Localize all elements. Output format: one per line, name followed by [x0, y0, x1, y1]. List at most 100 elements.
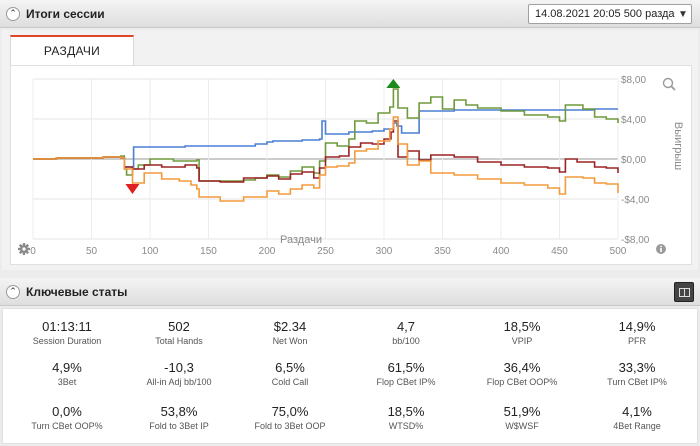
stat-label: Turn CBet IP% [607, 377, 667, 387]
key-stats-title: Ключевые статы [26, 284, 128, 299]
stat-value: 6,5% [275, 360, 305, 375]
stat-item: 36,4% Flop CBet OOP% [467, 360, 577, 387]
series-line-1 [33, 88, 619, 182]
session-summary-title: Итоги сессии [26, 6, 105, 21]
stat-item: 4,1% 4Bet Range [582, 404, 692, 431]
stat-item: 18,5% WTSD% [351, 404, 461, 431]
stat-value: 18,5% [387, 404, 425, 419]
stat-label: W$WSF [505, 421, 539, 431]
y-axis-label: Выигрыш [672, 122, 684, 170]
stat-item: 51,9% W$WSF [467, 404, 577, 431]
x-tick-label: 300 [376, 246, 393, 257]
stat-value: 75,0% [271, 404, 309, 419]
key-stats-panel: 01:13:11 Session Duration 502 Total Hands $2… [2, 308, 698, 444]
stat-label: All-in Adj bb/100 [146, 377, 212, 387]
grid-layout-icon [678, 287, 690, 297]
chart-series [33, 88, 619, 202]
stat-value: 01:13:11 [42, 319, 92, 334]
stat-value: 33,3% [618, 360, 656, 375]
stat-value: $2.34 [273, 319, 307, 334]
stat-item: 6,5% Cold Call [235, 360, 345, 387]
stat-value: 4,1% [622, 404, 652, 419]
stat-label: Cold Call [271, 377, 309, 387]
stat-item: 33,3% Turn CBet IP% [582, 360, 692, 387]
x-tick-label: 200 [259, 246, 276, 257]
stat-label: WTSD% [388, 421, 424, 431]
stat-label: PFR [628, 336, 646, 346]
series-line-2 [33, 120, 619, 183]
stat-value: 14,9% [618, 319, 656, 334]
x-tick-label: 100 [142, 246, 159, 257]
stat-value: 36,4% [503, 360, 541, 375]
y-tick-label: $0,00 [621, 155, 646, 166]
stat-label: Fold to 3Bet IP [149, 421, 209, 431]
y-tick-label: $4,00 [621, 115, 646, 126]
stat-value: 53,8% [160, 404, 198, 419]
max-marker-icon [386, 79, 401, 88]
key-stats-header: ⌃ Ключевые статы [0, 278, 700, 306]
stat-item: 0,0% Turn CBet OOP% [12, 404, 122, 431]
stat-item: 18,5% VPIP [467, 319, 577, 346]
y-tick-label: $8,00 [621, 75, 646, 86]
stat-label: 3Bet [57, 377, 77, 387]
stat-item: -10,3 All-in Adj bb/100 [124, 360, 234, 387]
tab-hands[interactable]: РАЗДАЧИ [10, 35, 134, 65]
winnings-chart: 0 50 100 150 200 250 300 350 400 450 500 $8,00 $4,00… [10, 65, 692, 265]
stat-item: 4,9% 3Bet [12, 360, 122, 387]
stat-label: Flop CBet IP% [376, 377, 436, 387]
stat-item: 75,0% Fold to 3Bet OOP [235, 404, 345, 431]
x-tick-label: 0 [30, 246, 36, 257]
stat-label: Total Hands [155, 336, 203, 346]
stat-label: Flop CBet OOP% [486, 377, 558, 387]
gear-icon[interactable] [18, 243, 30, 255]
x-tick-label: 450 [551, 246, 568, 257]
stat-value: 0,0% [52, 404, 82, 419]
stat-value: 502 [168, 319, 190, 334]
x-tick-label: 500 [610, 246, 627, 257]
stat-value: 61,5% [387, 360, 425, 375]
info-icon[interactable] [656, 244, 666, 254]
session-summary-header: ⌃ Итоги сессии 14.08.2021 20:05 500 разд… [0, 0, 700, 28]
stat-label: Turn CBet OOP% [31, 421, 103, 431]
stat-item: 53,8% Fold to 3Bet IP [124, 404, 234, 431]
stat-item: 61,5% Flop CBet IP% [351, 360, 461, 387]
x-tick-label: 250 [317, 246, 334, 257]
x-axis-label: Раздачи [280, 234, 322, 246]
stat-item: 14,9% PFR [582, 319, 692, 346]
x-tick-label: 400 [493, 246, 510, 257]
x-tick-label: 350 [434, 246, 451, 257]
stat-label: Session Duration [32, 336, 102, 346]
stat-label: bb/100 [392, 336, 420, 346]
grid-layout-button[interactable] [674, 282, 694, 302]
stat-value: 4,9% [52, 360, 82, 375]
magnifier-icon[interactable] [662, 77, 676, 91]
chart-ticks: 0 50 100 150 200 250 300 350 400 450 500 $8,00 $4,00… [30, 75, 650, 257]
session-select-value: 14.08.2021 20:05 500 раздач) [535, 8, 675, 20]
series-line-3 [33, 116, 619, 202]
winnings-chart-svg: 0 50 100 150 200 250 300 350 400 450 500 $8,00 $4,00… [18, 75, 684, 257]
chevron-down-icon: ▼ [678, 8, 688, 20]
stat-value: -10,3 [164, 360, 194, 375]
tab-hands-label: РАЗДАЧИ [43, 44, 101, 58]
chevron-up-icon: ⌃ [9, 8, 17, 18]
session-select-dropdown[interactable]: 14.08.2021 20:05 500 раздач) ▼ [528, 4, 692, 24]
stat-label: 4Bet Range [613, 421, 661, 431]
stat-item: $2.34 Net Won [235, 319, 345, 346]
x-tick-label: 50 [86, 246, 98, 257]
collapse-stats-button[interactable]: ⌃ [6, 284, 20, 299]
y-tick-label: -$4,00 [621, 195, 650, 206]
stat-item: 01:13:11 Session Duration [12, 319, 122, 346]
stat-label: Net Won [272, 336, 308, 346]
collapse-session-button[interactable]: ⌃ [6, 6, 20, 21]
stat-label: Fold to 3Bet OOP [254, 421, 326, 431]
chevron-up-icon: ⌃ [9, 286, 17, 296]
stat-value: 51,9% [503, 404, 541, 419]
stat-value: 18,5% [503, 319, 541, 334]
stat-item: 502 Total Hands [124, 319, 234, 346]
y-tick-label: -$8,00 [621, 235, 650, 246]
min-marker-icon [125, 184, 140, 194]
chart-grid [32, 78, 619, 240]
chart-markers [125, 79, 401, 194]
stat-value: 4,7 [396, 319, 416, 334]
stat-item: 4,7 bb/100 [351, 319, 461, 346]
